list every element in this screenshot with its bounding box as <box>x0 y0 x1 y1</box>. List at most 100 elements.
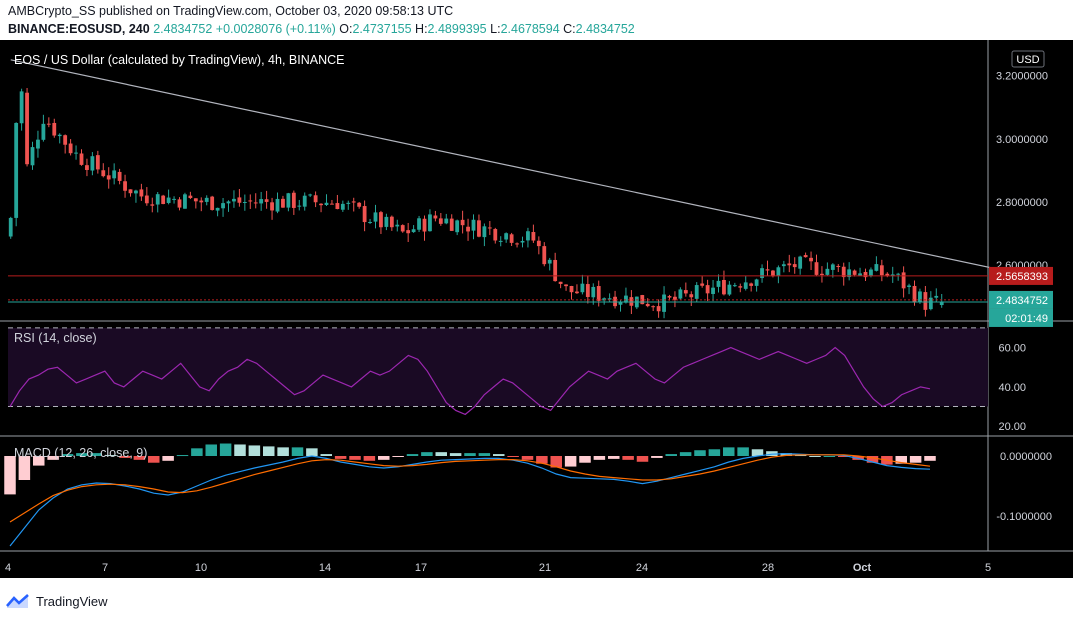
macd-tick-label: -0.1000000 <box>996 511 1052 523</box>
macd-histogram-bar <box>263 446 275 456</box>
candle-body <box>204 197 209 202</box>
macd-histogram-bar <box>780 453 792 456</box>
candle-body <box>346 202 351 204</box>
macd-histogram-bar <box>536 456 548 464</box>
candle-body <box>232 198 236 202</box>
macd-histogram-bar <box>219 443 232 456</box>
candle-body <box>536 240 541 247</box>
candle-body <box>264 199 269 202</box>
time-tick-label: 10 <box>195 562 207 574</box>
time-tick-label: Oct <box>853 562 872 574</box>
macd-histogram-bar <box>449 453 462 456</box>
price-change: +0.0028076 (+0.11%) <box>215 22 336 36</box>
candle-body <box>624 295 628 303</box>
candle-body <box>879 265 884 276</box>
candle-body <box>651 306 656 308</box>
candle-body <box>362 206 367 223</box>
macd-histogram-bar <box>18 456 31 480</box>
candle-body <box>928 297 933 310</box>
candle-body <box>781 264 786 267</box>
candle-body <box>172 198 176 200</box>
macd-histogram-bar <box>909 456 922 463</box>
tradingview-logo-icon <box>6 594 29 608</box>
candle-body <box>498 240 503 242</box>
candle-body <box>640 295 645 305</box>
macd-histogram-bar <box>61 454 74 456</box>
macd-histogram-bar <box>723 447 735 456</box>
open-value: 2.4737155 <box>352 22 412 36</box>
macd-histogram-bar <box>564 456 577 467</box>
chart-area[interactable]: 3.2000000 3.0000000 2.8000000 2.6000000 USD 2… <box>0 40 1073 578</box>
candle-body <box>553 259 558 282</box>
candle-body <box>128 189 133 194</box>
candle-body <box>602 298 607 301</box>
macd-histogram-bar <box>4 456 16 495</box>
candle-body <box>645 303 650 307</box>
candle-body <box>515 243 519 245</box>
candle-body <box>858 273 862 276</box>
candle-body <box>656 306 661 312</box>
macd-histogram-bar <box>521 456 534 460</box>
candle-body <box>438 218 443 224</box>
candle-body <box>411 229 416 233</box>
candle-body <box>395 224 400 227</box>
candle-body <box>417 218 421 230</box>
candle-body <box>313 195 318 203</box>
candle-body <box>776 267 781 276</box>
signal-line <box>9 454 931 523</box>
macd-histogram-bar <box>478 453 491 456</box>
macd-line <box>9 452 931 547</box>
macd-histogram-bar <box>866 456 879 463</box>
candle-body <box>765 269 770 271</box>
candle-body <box>700 283 705 286</box>
candle-body <box>150 204 155 206</box>
candle-body <box>90 156 95 171</box>
chart-svg[interactable]: 3.20000003.00000002.80000002.6000000USD2… <box>0 40 1073 578</box>
candle-body <box>101 170 106 177</box>
candle-body <box>444 218 449 224</box>
price-tick-label: 3.2000000 <box>996 71 1048 83</box>
candle-body <box>939 301 944 306</box>
candle-body <box>749 283 754 286</box>
candle-body <box>14 122 19 218</box>
candle-body <box>803 255 808 258</box>
candle-body <box>841 266 846 278</box>
candle-body <box>357 202 362 207</box>
macd-histogram-bar <box>306 448 318 456</box>
macd-histogram-bar <box>234 444 246 456</box>
macd-histogram-bar <box>47 456 59 460</box>
candle-body <box>166 197 171 203</box>
candle-body <box>270 202 274 211</box>
candle-body <box>754 279 759 286</box>
candle-body <box>596 286 601 301</box>
candle-body <box>68 143 73 154</box>
tradingview-logo-text: TradingView <box>36 593 108 609</box>
close-value: 2.4834752 <box>575 22 635 36</box>
macd-histogram-bar <box>550 456 562 468</box>
candle-body <box>863 271 868 278</box>
candle-body <box>466 226 470 232</box>
publish-info: AMBCrypto_SS published on TradingView.co… <box>8 4 454 18</box>
candle-body <box>422 218 427 232</box>
candle-body <box>449 218 454 231</box>
candle-body <box>340 203 345 210</box>
macd-histogram-bar <box>76 453 88 456</box>
candle-body <box>19 91 24 124</box>
macd-histogram-bar <box>320 454 332 456</box>
candle-body <box>912 285 917 303</box>
macd-histogram-bar <box>378 456 390 460</box>
candle-body <box>569 285 574 293</box>
macd-histogram-bar <box>809 456 821 457</box>
candle-body <box>63 135 68 145</box>
candle-body <box>591 286 596 298</box>
time-tick-label: 17 <box>415 562 427 574</box>
candle-body <box>825 268 830 275</box>
macd-histogram-bar <box>838 456 850 457</box>
candle-body <box>493 229 498 241</box>
candle-body <box>722 279 726 295</box>
rsi-tick-label: 40.00 <box>998 382 1026 394</box>
candle-body <box>123 181 127 191</box>
candle-body <box>738 286 743 288</box>
tradingview-branding[interactable]: TradingView <box>6 590 108 612</box>
candle-body <box>852 270 857 275</box>
